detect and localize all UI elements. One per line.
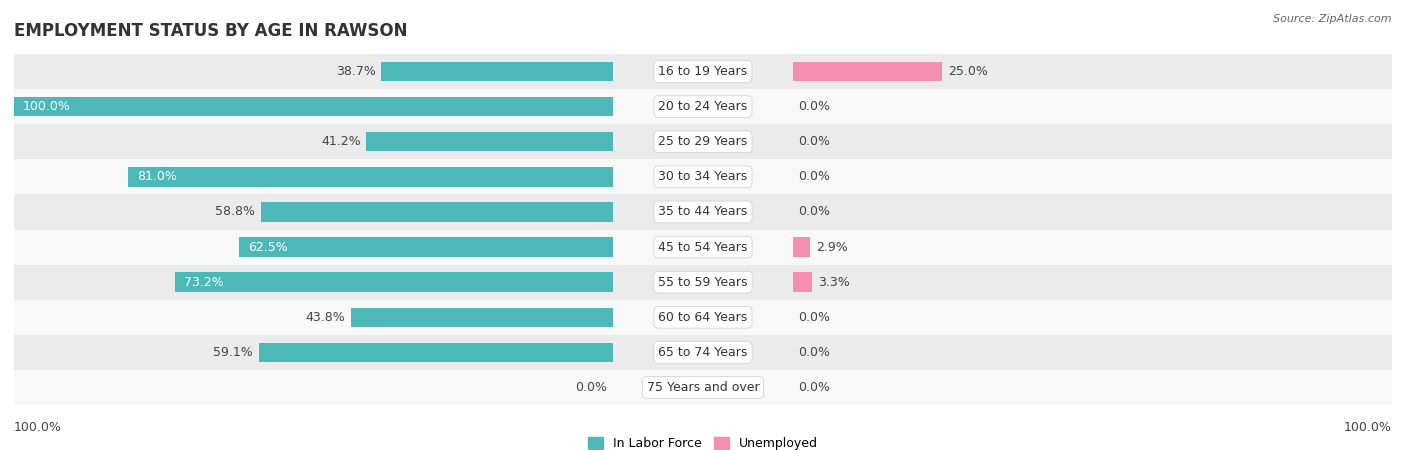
Text: 62.5%: 62.5% <box>247 241 288 253</box>
Bar <box>128 167 613 186</box>
Bar <box>793 159 1392 194</box>
Bar <box>14 89 613 124</box>
Text: 100.0%: 100.0% <box>14 421 62 434</box>
Bar <box>14 265 613 300</box>
Bar <box>613 370 793 405</box>
Bar <box>14 194 613 230</box>
Bar <box>367 132 613 151</box>
Text: 30 to 34 Years: 30 to 34 Years <box>658 171 748 183</box>
Bar <box>613 335 793 370</box>
Bar <box>613 265 793 300</box>
Text: 0.0%: 0.0% <box>799 311 831 324</box>
Bar <box>793 300 1392 335</box>
Bar <box>793 265 1392 300</box>
Text: 0.0%: 0.0% <box>799 206 831 218</box>
Text: EMPLOYMENT STATUS BY AGE IN RAWSON: EMPLOYMENT STATUS BY AGE IN RAWSON <box>14 22 408 40</box>
Bar <box>14 97 613 116</box>
Bar <box>613 300 793 335</box>
Bar <box>14 159 613 194</box>
Bar <box>613 89 793 124</box>
Bar <box>793 238 810 256</box>
Text: 25 to 29 Years: 25 to 29 Years <box>658 135 748 148</box>
Text: 75 Years and over: 75 Years and over <box>647 381 759 394</box>
Bar <box>14 335 613 370</box>
Bar <box>613 194 793 230</box>
Bar <box>793 124 1392 159</box>
Text: 60 to 64 Years: 60 to 64 Years <box>658 311 748 324</box>
Bar <box>793 335 1392 370</box>
Bar <box>793 54 1392 89</box>
Bar <box>239 238 613 256</box>
Text: 20 to 24 Years: 20 to 24 Years <box>658 100 748 113</box>
Text: 25.0%: 25.0% <box>949 65 988 78</box>
Text: 59.1%: 59.1% <box>214 346 253 359</box>
Bar <box>14 370 613 405</box>
Text: 73.2%: 73.2% <box>184 276 224 288</box>
Text: 0.0%: 0.0% <box>799 100 831 113</box>
Text: 55 to 59 Years: 55 to 59 Years <box>658 276 748 288</box>
Bar <box>613 54 793 89</box>
Text: Source: ZipAtlas.com: Source: ZipAtlas.com <box>1274 14 1392 23</box>
Text: 100.0%: 100.0% <box>1344 421 1392 434</box>
Bar <box>793 194 1392 230</box>
Text: 41.2%: 41.2% <box>321 135 360 148</box>
Bar <box>14 230 613 265</box>
Text: 45 to 54 Years: 45 to 54 Years <box>658 241 748 253</box>
Text: 58.8%: 58.8% <box>215 206 254 218</box>
Bar <box>793 89 1392 124</box>
Text: 0.0%: 0.0% <box>799 346 831 359</box>
Text: 43.8%: 43.8% <box>305 311 344 324</box>
Bar <box>14 300 613 335</box>
Text: 0.0%: 0.0% <box>799 135 831 148</box>
Bar <box>613 159 793 194</box>
Bar <box>14 124 613 159</box>
Text: 81.0%: 81.0% <box>136 171 177 183</box>
Text: 100.0%: 100.0% <box>22 100 70 113</box>
Bar <box>613 124 793 159</box>
Bar <box>174 273 613 292</box>
Bar <box>793 370 1392 405</box>
Text: 65 to 74 Years: 65 to 74 Years <box>658 346 748 359</box>
Text: 0.0%: 0.0% <box>799 171 831 183</box>
Bar <box>14 54 613 89</box>
Bar <box>262 202 613 221</box>
Bar <box>793 62 942 81</box>
Text: 2.9%: 2.9% <box>815 241 848 253</box>
Bar <box>381 62 613 81</box>
Legend: In Labor Force, Unemployed: In Labor Force, Unemployed <box>583 432 823 450</box>
Text: 0.0%: 0.0% <box>575 381 607 394</box>
Bar <box>259 343 613 362</box>
Bar <box>793 230 1392 265</box>
Bar <box>352 308 613 327</box>
Text: 38.7%: 38.7% <box>336 65 375 78</box>
Text: 0.0%: 0.0% <box>799 381 831 394</box>
Bar <box>613 230 793 265</box>
Text: 3.3%: 3.3% <box>818 276 851 288</box>
Text: 35 to 44 Years: 35 to 44 Years <box>658 206 748 218</box>
Text: 16 to 19 Years: 16 to 19 Years <box>658 65 748 78</box>
Bar <box>793 273 813 292</box>
